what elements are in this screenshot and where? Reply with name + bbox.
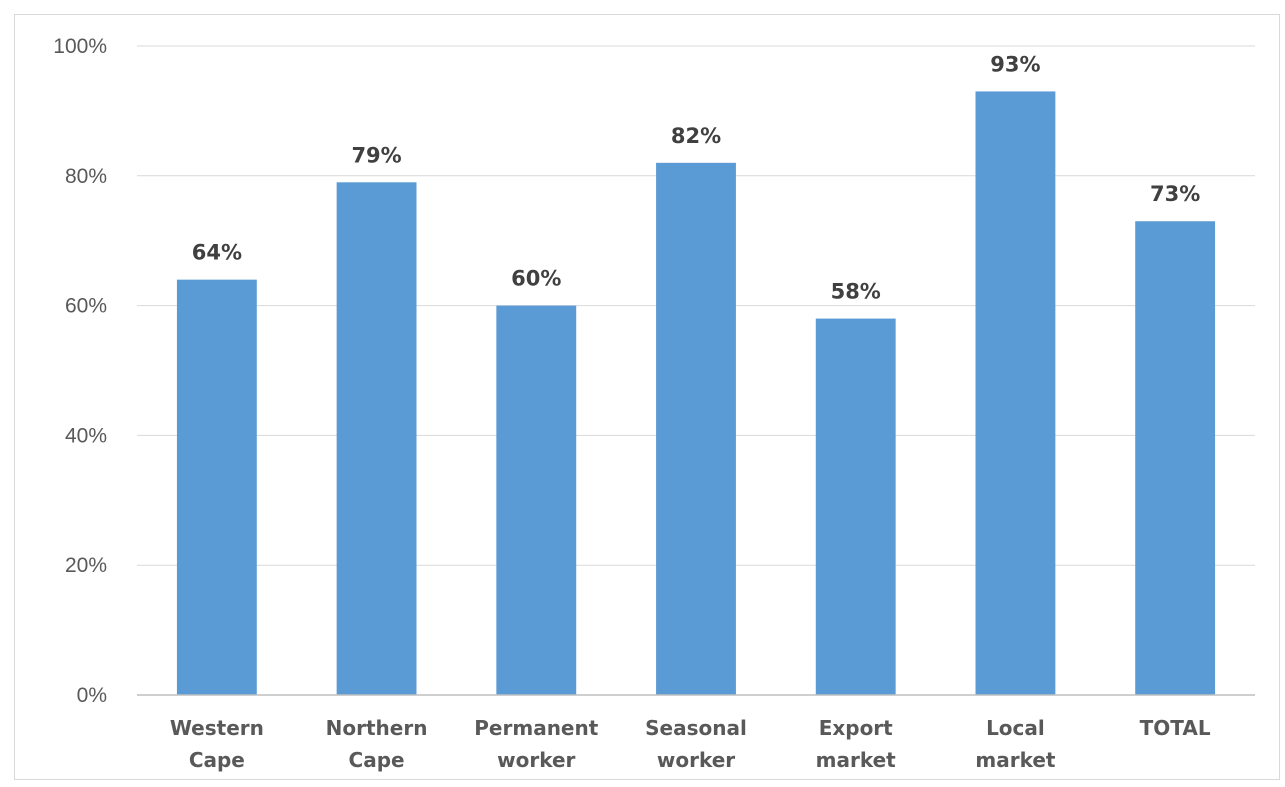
y-tick-label: 0%	[77, 684, 107, 707]
bars	[176, 91, 1216, 696]
data-labels: 64% 79% 60% 82% 58% 93% 73%	[192, 52, 1201, 303]
x-category-label: Northern Cape	[326, 716, 428, 772]
bar	[656, 162, 736, 695]
y-tick-label: 100%	[53, 35, 107, 58]
bar	[1135, 221, 1216, 696]
bar	[496, 305, 577, 695]
x-category-label: Western Cape	[170, 716, 264, 772]
bar	[975, 91, 1056, 696]
data-label: 79%	[351, 143, 401, 167]
y-axis-ticks: 0% 20% 40% 60% 80% 100%	[53, 35, 107, 707]
data-label: 73%	[1150, 182, 1200, 206]
x-category-label: Seasonal worker	[645, 716, 747, 772]
bar	[336, 182, 417, 696]
data-label: 64%	[192, 241, 242, 265]
x-category-label: Local market	[975, 716, 1056, 772]
y-tick-label: 60%	[65, 295, 107, 318]
data-label: 60%	[511, 267, 561, 291]
x-category-label: Permanent worker	[474, 716, 598, 772]
data-label: 93%	[990, 52, 1040, 76]
y-tick-label: 80%	[65, 165, 107, 188]
data-label: 82%	[671, 124, 721, 148]
y-tick-label: 40%	[65, 424, 107, 447]
x-category-label: Export market	[816, 716, 897, 772]
bar	[176, 279, 257, 695]
x-category-label: TOTAL	[1140, 716, 1211, 740]
bar	[815, 318, 896, 695]
x-axis-categories: Western Cape Northern Cape Permanent worker Se…	[170, 716, 1211, 772]
y-tick-label: 20%	[65, 554, 107, 577]
data-label: 58%	[831, 280, 881, 304]
